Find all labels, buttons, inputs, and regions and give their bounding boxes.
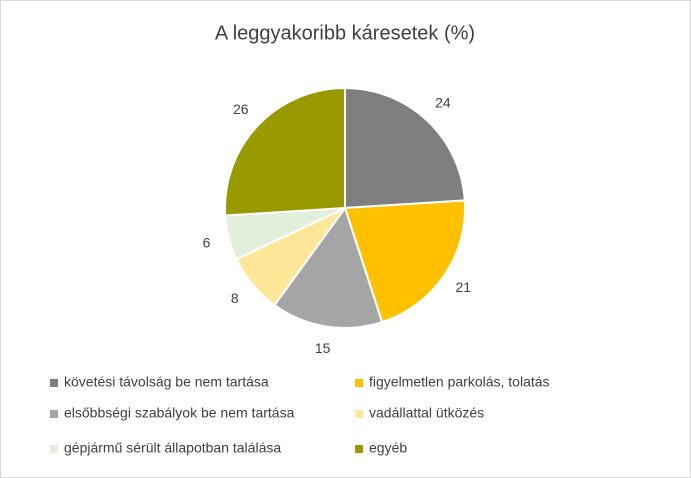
legend-label: vadállattal ütközés [369,405,484,421]
legend-label: követési távolság be nem tartása [64,374,269,390]
pie-slice [344,86,466,210]
pie-slice [224,86,346,217]
pie-slice [343,199,466,324]
legend-swatch [355,379,363,387]
legend-swatch [355,445,363,453]
legend-label: gépjármű sérült állapotban találása [64,440,281,456]
data-label: 15 [315,340,331,356]
legend-swatch [355,410,363,418]
legend-swatch [50,445,58,453]
legend-label: elsőbbségi szabályok be nem tartása [64,405,295,421]
legend-label: egyéb [369,440,407,456]
data-label: 6 [203,234,211,250]
legend-swatch [50,410,58,418]
chart-title: A leggyakoribb káresetek (%) [215,22,475,44]
data-label: 8 [231,290,239,306]
legend-swatch [50,379,58,387]
data-label: 21 [455,279,471,295]
pie-slice [273,205,384,329]
data-label: 24 [435,94,451,110]
data-label: 26 [233,101,249,117]
legend-label: figyelmetlen parkolás, tolatás [369,374,550,390]
